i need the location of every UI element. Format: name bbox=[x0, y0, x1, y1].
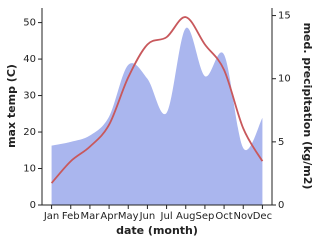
y-tick-label: 0 bbox=[30, 200, 36, 211]
y2-tick-label: 0 bbox=[278, 200, 284, 211]
x-tick-label: Sep bbox=[195, 211, 214, 222]
x-tick-label: Feb bbox=[62, 211, 80, 222]
y-tick-label: 40 bbox=[23, 54, 36, 65]
y2-tick-label: 15 bbox=[278, 11, 291, 22]
y-tick-label: 10 bbox=[23, 164, 36, 175]
x-tick-label: Mar bbox=[80, 211, 100, 222]
x-tick-label: Apr bbox=[100, 211, 118, 222]
y2-axis-title: med. precipitation (kg/m2) bbox=[301, 23, 314, 190]
x-tick-label: May bbox=[118, 211, 139, 222]
temp-line bbox=[50, 16, 264, 184]
y-tick-label: 20 bbox=[23, 127, 36, 138]
y-axis-title: max temp (C) bbox=[5, 64, 18, 148]
y2-tick-label: 10 bbox=[278, 74, 291, 85]
x-tick-label: Nov bbox=[233, 211, 253, 222]
x-tick-label: Aug bbox=[176, 211, 196, 222]
x-tick-label: Oct bbox=[215, 211, 232, 222]
y-tick-label: 30 bbox=[23, 91, 36, 102]
y-tick-label: 50 bbox=[23, 18, 36, 29]
y2-tick-label: 5 bbox=[278, 137, 284, 148]
precipitation-area bbox=[51, 27, 263, 206]
x-tick-label: Jun bbox=[139, 211, 156, 222]
x-tick-label: Jan bbox=[43, 211, 59, 222]
x-tick-label: Dec bbox=[253, 211, 272, 222]
x-axis-title: date (month) bbox=[116, 224, 198, 237]
chart: date (month) max temp (C) med. precipita… bbox=[5, 8, 314, 237]
x-tick-label: Jul bbox=[160, 211, 173, 222]
